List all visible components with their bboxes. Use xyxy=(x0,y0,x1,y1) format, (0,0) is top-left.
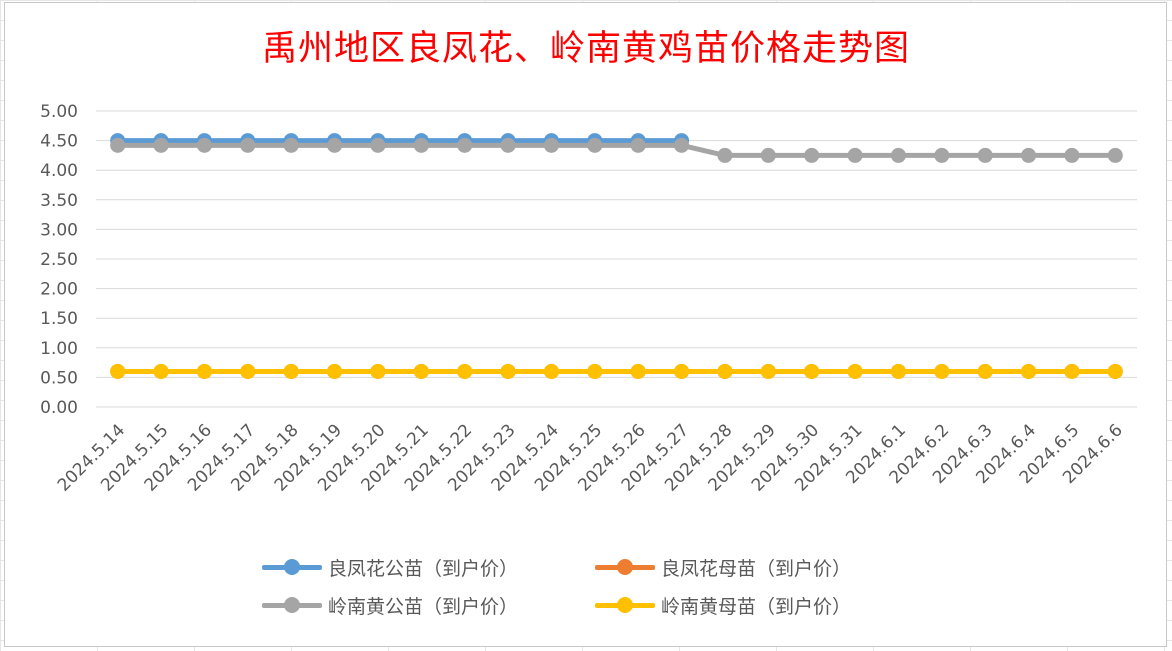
data-point-series-3-13 xyxy=(674,137,690,153)
data-point-series-3-0 xyxy=(110,137,126,153)
data-point-series-3-17 xyxy=(847,147,863,163)
data-point-series-3-20 xyxy=(977,147,993,163)
legend-item-series-2: 良凤花母苗（到户价） xyxy=(595,552,851,582)
data-point-series-3-5 xyxy=(327,137,343,153)
data-point-series-4-3 xyxy=(240,363,256,379)
y-tick-label-7: 3.50 xyxy=(40,191,78,211)
data-point-series-4-15 xyxy=(760,363,776,379)
legend-label-series-4: 岭南黄母苗（到户价） xyxy=(661,595,852,618)
data-point-series-3-12 xyxy=(630,137,646,153)
data-point-series-4-9 xyxy=(500,363,516,379)
data-point-series-4-17 xyxy=(847,363,863,379)
data-point-series-3-14 xyxy=(717,147,733,163)
legend-label-series-2: 良凤花母苗（到户价） xyxy=(661,557,852,580)
data-point-series-4-19 xyxy=(934,363,950,379)
data-point-series-3-6 xyxy=(370,137,386,153)
data-point-series-3-16 xyxy=(804,147,820,163)
data-point-series-4-7 xyxy=(413,363,429,379)
data-point-series-3-21 xyxy=(1021,147,1037,163)
y-tick-label-9: 4.50 xyxy=(40,132,78,152)
data-point-series-4-4 xyxy=(283,363,299,379)
data-point-series-3-22 xyxy=(1064,147,1080,163)
data-point-series-3-10 xyxy=(543,137,559,153)
data-point-series-4-21 xyxy=(1021,363,1037,379)
y-tick-label-6: 3.00 xyxy=(40,220,78,240)
legend-label-series-3: 岭南黄公苗（到户价） xyxy=(328,595,519,618)
y-tick-label-0: 0.00 xyxy=(40,398,78,418)
data-point-series-4-10 xyxy=(543,363,559,379)
data-point-series-4-2 xyxy=(196,363,212,379)
chart-title: 禹州地区良凤花、岭南黄鸡苗价格走势图 xyxy=(261,29,910,69)
data-point-series-4-8 xyxy=(457,363,473,379)
legend-item-series-4: 岭南黄母苗（到户价） xyxy=(595,590,851,620)
legend-item-series-1: 良凤花公苗（到户价） xyxy=(262,552,518,582)
data-point-series-3-4 xyxy=(283,137,299,153)
data-point-series-4-16 xyxy=(804,363,820,379)
data-point-series-3-8 xyxy=(457,137,473,153)
legend-item-series-3: 岭南黄公苗（到户价） xyxy=(262,590,518,620)
data-point-series-4-23 xyxy=(1107,363,1123,379)
data-point-series-4-20 xyxy=(977,363,993,379)
y-tick-label-3: 1.50 xyxy=(40,309,78,329)
data-point-series-3-9 xyxy=(500,137,516,153)
y-tick-label-1: 0.50 xyxy=(40,368,78,388)
data-point-series-4-18 xyxy=(890,363,906,379)
legend-swatch-series-1 xyxy=(262,557,322,577)
legend-swatch-series-3 xyxy=(262,595,322,615)
data-point-series-4-1 xyxy=(153,363,169,379)
y-tick-label-8: 4.00 xyxy=(40,161,78,181)
data-point-series-4-12 xyxy=(630,363,646,379)
y-tick-label-4: 2.00 xyxy=(40,280,78,300)
data-point-series-3-19 xyxy=(934,147,950,163)
y-tick-label-2: 1.00 xyxy=(40,339,78,359)
data-point-series-3-3 xyxy=(240,137,256,153)
data-point-series-4-22 xyxy=(1064,363,1080,379)
data-point-series-4-6 xyxy=(370,363,386,379)
series-line-3 xyxy=(117,142,1116,158)
data-point-series-3-1 xyxy=(153,137,169,153)
legend-swatch-series-4 xyxy=(595,595,655,615)
data-point-series-3-2 xyxy=(196,137,212,153)
legend-label-series-1: 良凤花公苗（到户价） xyxy=(328,557,519,580)
data-point-series-3-23 xyxy=(1107,147,1123,163)
data-point-series-4-14 xyxy=(717,363,733,379)
data-point-series-3-15 xyxy=(760,147,776,163)
data-point-series-4-5 xyxy=(327,363,343,379)
chart-frame[interactable] xyxy=(4,2,1167,647)
data-point-series-4-0 xyxy=(110,363,126,379)
data-point-series-4-13 xyxy=(674,363,690,379)
data-point-series-4-11 xyxy=(587,363,603,379)
data-point-series-3-7 xyxy=(413,137,429,153)
y-tick-label-5: 2.50 xyxy=(40,250,78,270)
y-tick-label-10: 5.00 xyxy=(40,102,78,122)
data-point-series-3-11 xyxy=(587,137,603,153)
legend-swatch-series-2 xyxy=(595,557,655,577)
data-point-series-3-18 xyxy=(890,147,906,163)
